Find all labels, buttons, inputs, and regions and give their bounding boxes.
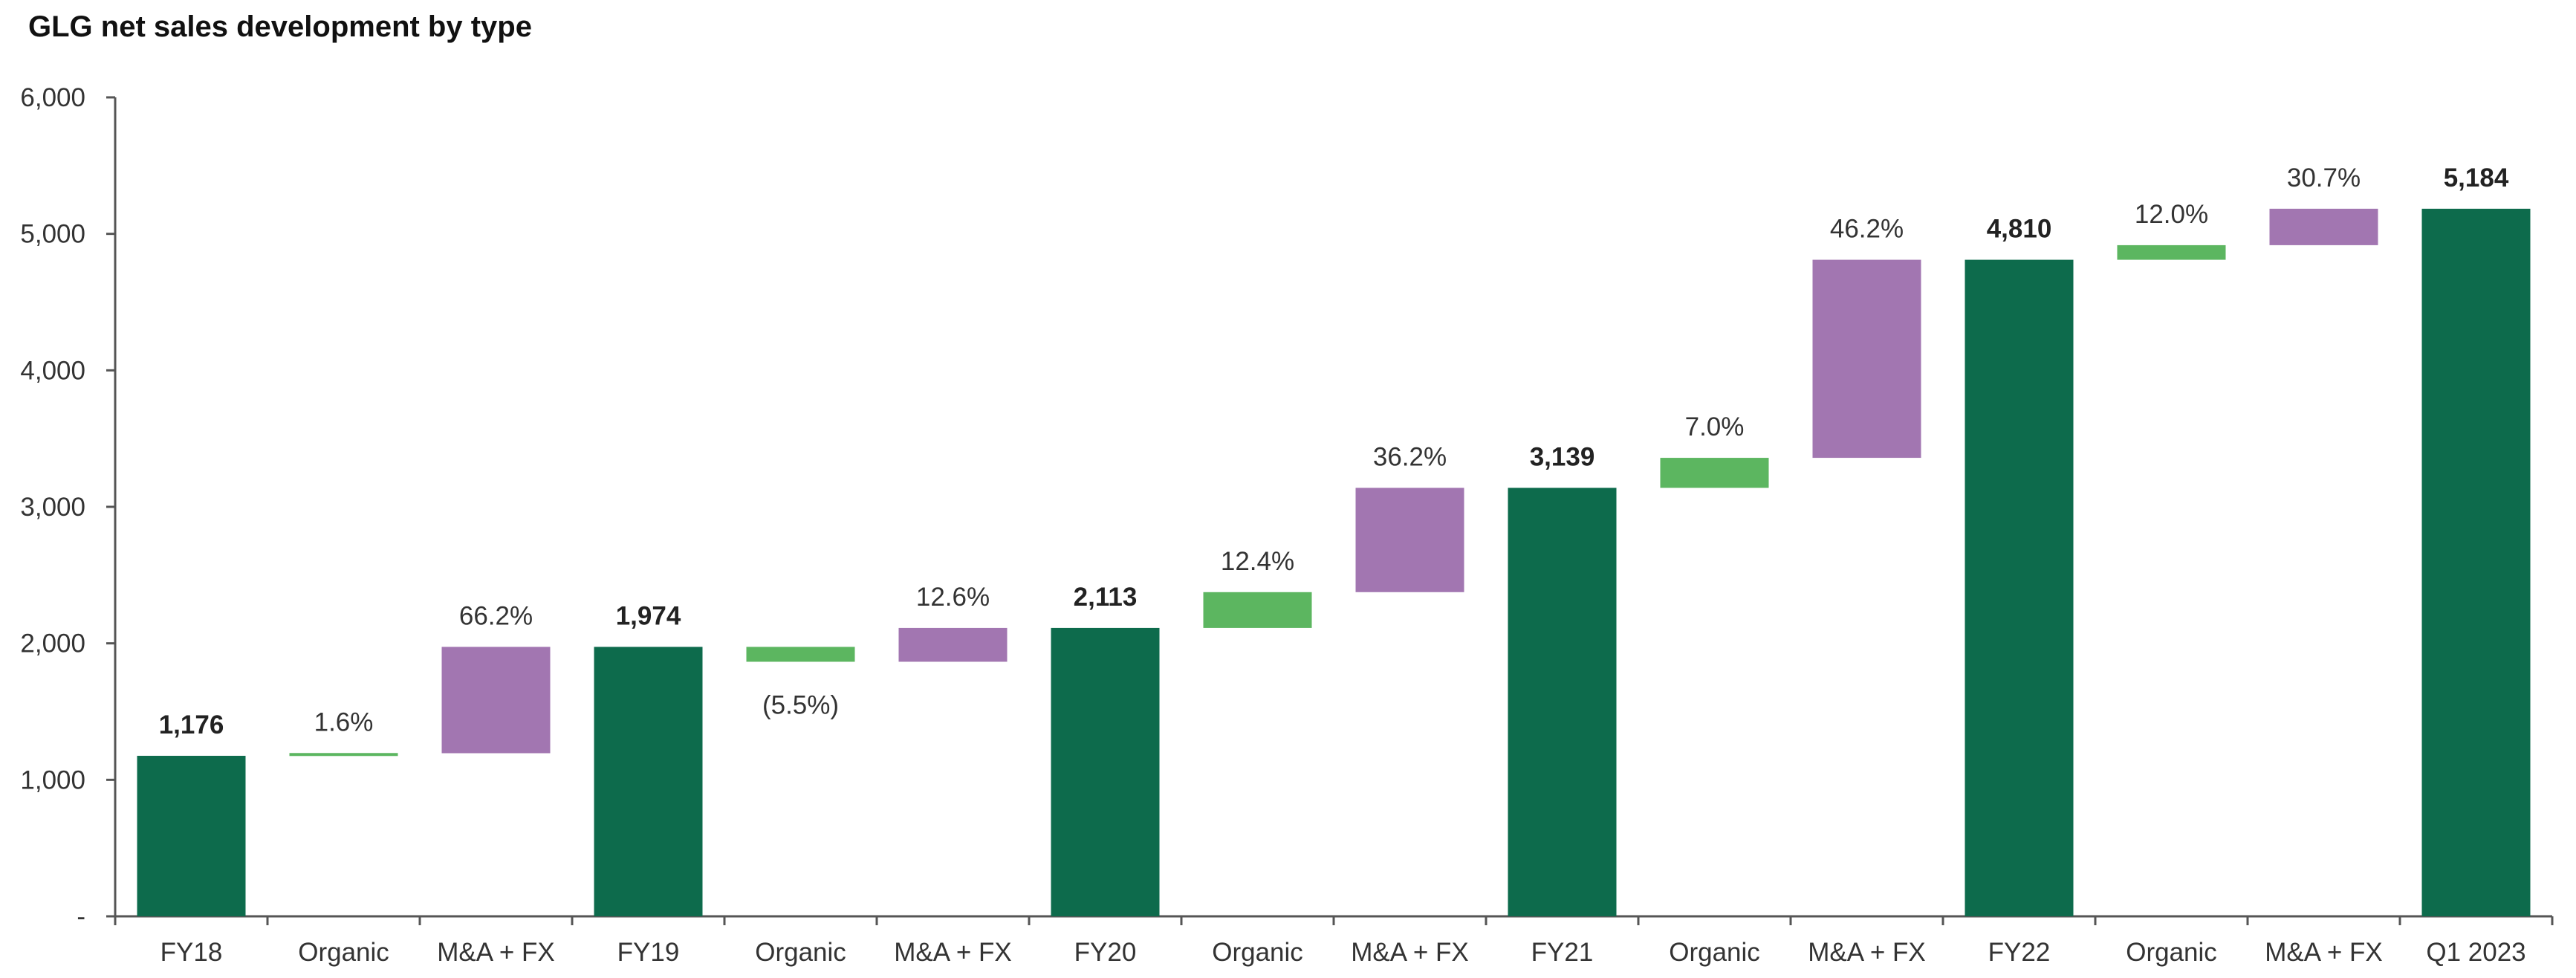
bar-organic	[746, 647, 855, 662]
bar-ma-fx	[1355, 488, 1464, 592]
chart-category-labels: FY18 Organic M&A + FX FY19 Organic M&A + FX FY…	[160, 938, 2526, 967]
bar-total	[594, 647, 703, 916]
bar-value-label: 46.2%	[1830, 215, 1904, 244]
chart-title: GLG net sales development by type	[28, 10, 532, 43]
y-tick-label: 6,000	[20, 83, 85, 112]
bar-value-label: 30.7%	[2287, 163, 2361, 192]
y-tick-label: 1,000	[20, 765, 85, 794]
bar-organic	[1203, 592, 1312, 628]
y-tick-label: -	[77, 902, 85, 931]
y-tick-label: 4,000	[20, 356, 85, 385]
x-category-label: FY18	[160, 938, 223, 967]
y-tick-label: 3,000	[20, 493, 85, 522]
bar-value-label: 1,974	[616, 601, 681, 630]
x-category-label: Organic	[2126, 938, 2217, 967]
x-category-label: FY20	[1074, 938, 1137, 967]
bar-value-label: (5.5%)	[762, 690, 839, 719]
chart-value-labels: 1,176 1.6% 66.2% 1,974 (5.5%) 12.6% 2,113 12.4%…	[159, 163, 2509, 739]
x-category-label: Organic	[1212, 938, 1303, 967]
bar-organic	[2117, 244, 2226, 260]
x-category-label: M&A + FX	[1808, 938, 1926, 967]
x-category-label: FY19	[617, 938, 680, 967]
bar-value-label: 2,113	[1074, 583, 1138, 612]
bar-total	[2421, 208, 2531, 916]
x-category-label: Organic	[755, 938, 846, 967]
x-category-label: M&A + FX	[1351, 938, 1469, 967]
bar-value-label: 3,139	[1530, 442, 1595, 471]
bar-value-label: 66.2%	[459, 601, 533, 630]
chart-axes: - 1,000 2,000 3,000 4,000 5,000 6,000	[20, 83, 2554, 931]
bar-total	[1051, 627, 1160, 916]
bar-value-label: 7.0%	[1685, 412, 1745, 441]
chart-bars	[137, 208, 2531, 916]
x-category-label: Q1 2023	[2426, 938, 2525, 967]
bar-ma-fx	[441, 647, 551, 754]
bar-ma-fx	[2269, 208, 2378, 245]
x-category-label: FY21	[1531, 938, 1594, 967]
x-category-label: M&A + FX	[437, 938, 555, 967]
bar-value-label: 12.0%	[2135, 200, 2208, 229]
bar-value-label: 5,184	[2444, 163, 2509, 192]
bar-value-label: 4,810	[1987, 215, 2052, 244]
bar-total	[137, 756, 246, 916]
bar-value-label: 12.4%	[1221, 547, 1294, 576]
bar-value-label: 1,176	[159, 710, 224, 739]
bar-value-label: 36.2%	[1373, 442, 1447, 471]
x-category-label: Organic	[1669, 938, 1760, 967]
y-tick-label: 5,000	[20, 220, 85, 249]
x-category-label: FY22	[1988, 938, 2051, 967]
bar-total	[1508, 488, 1617, 916]
x-category-label: M&A + FX	[894, 938, 1012, 967]
bar-organic	[289, 753, 398, 757]
bar-organic	[1660, 458, 1769, 488]
bar-ma-fx	[898, 627, 1008, 662]
bar-total	[1965, 259, 2074, 916]
bar-value-label: 12.6%	[916, 583, 990, 612]
bar-value-label: 1.6%	[314, 708, 374, 737]
x-category-label: M&A + FX	[2265, 938, 2383, 967]
y-tick-label: 2,000	[20, 629, 85, 658]
x-category-label: Organic	[298, 938, 389, 967]
bar-ma-fx	[1812, 259, 1921, 459]
